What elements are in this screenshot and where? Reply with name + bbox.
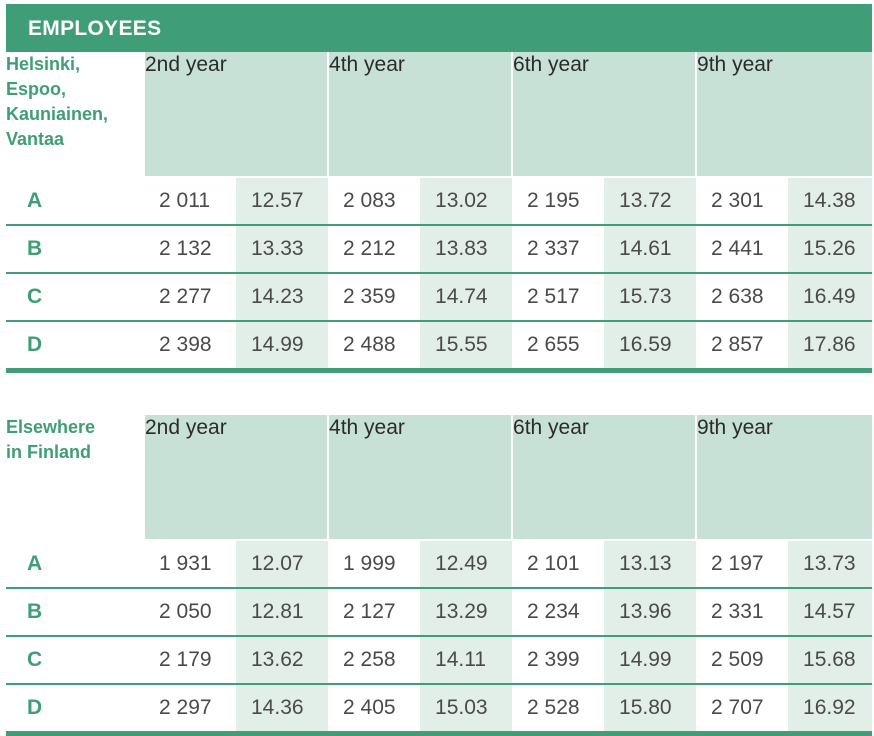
hourly-wage: 14.61: [604, 225, 697, 274]
hourly-wage: 13.13: [604, 539, 697, 589]
region-label: Helsinki, Espoo, Kauniainen, Vantaa: [6, 52, 144, 177]
grade-label: A: [6, 176, 144, 226]
hourly-wage: 15.73: [604, 273, 697, 322]
year-header-9th: 9th year: [695, 415, 873, 540]
monthly-salary: 2 127: [328, 588, 421, 637]
monthly-salary: 2 707: [696, 684, 789, 736]
monthly-salary: 2 132: [144, 225, 236, 274]
monthly-salary: 2 857: [696, 321, 789, 373]
hourly-wage: 17.86: [788, 321, 873, 373]
monthly-salary: 2 297: [144, 684, 236, 736]
grade-label: B: [6, 225, 144, 274]
table-row: D 2 297 14.36 2 405 15.03 2 528 15.80 2 …: [6, 684, 873, 736]
monthly-salary: 1 931: [144, 539, 236, 589]
table-row: A 2 011 12.57 2 083 13.02 2 195 13.72 2 …: [6, 176, 873, 226]
grade-label: A: [6, 539, 144, 589]
hourly-wage: 12.07: [236, 539, 329, 589]
hourly-wage: 15.03: [420, 684, 513, 736]
hourly-wage: 14.11: [420, 636, 513, 685]
monthly-salary: 2 234: [512, 588, 605, 637]
monthly-salary: 2 405: [328, 684, 421, 736]
salary-table-elsewhere: Elsewhere in Finland 2nd year 4th year 6…: [6, 415, 873, 736]
grade-label: D: [6, 684, 144, 736]
monthly-salary: 2 011: [144, 176, 236, 226]
hourly-wage: 14.23: [236, 273, 329, 322]
monthly-salary: 2 277: [144, 273, 236, 322]
monthly-salary: 2 212: [328, 225, 421, 274]
monthly-salary: 2 301: [696, 176, 789, 226]
year-header-6th: 6th year: [511, 415, 697, 540]
region-line: in Finland: [6, 442, 91, 462]
monthly-salary: 2 488: [328, 321, 421, 373]
table-row: C 2 179 13.62 2 258 14.11 2 399 14.99 2 …: [6, 636, 873, 685]
hourly-wage: 16.49: [788, 273, 873, 322]
hourly-wage: 12.81: [236, 588, 329, 637]
monthly-salary: 2 399: [512, 636, 605, 685]
year-header-2nd: 2nd year: [142, 52, 329, 177]
monthly-salary: 2 195: [512, 176, 605, 226]
hourly-wage: 13.96: [604, 588, 697, 637]
hourly-wage: 13.73: [788, 539, 873, 589]
hourly-wage: 13.33: [236, 225, 329, 274]
monthly-salary: 2 258: [328, 636, 421, 685]
hourly-wage: 14.36: [236, 684, 329, 736]
hourly-wage: 14.57: [788, 588, 873, 637]
table-row: C 2 277 14.23 2 359 14.74 2 517 15.73 2 …: [6, 273, 873, 322]
year-header-4th: 4th year: [327, 52, 513, 177]
grade-label: D: [6, 321, 144, 373]
table-row: B 2 050 12.81 2 127 13.29 2 234 13.96 2 …: [6, 588, 873, 637]
hourly-wage: 13.29: [420, 588, 513, 637]
monthly-salary: 2 398: [144, 321, 236, 373]
monthly-salary: 2 517: [512, 273, 605, 322]
monthly-salary: 2 197: [696, 539, 789, 589]
hourly-wage: 13.62: [236, 636, 329, 685]
salary-table-capital-region: Helsinki, Espoo, Kauniainen, Vantaa 2nd …: [6, 52, 873, 373]
monthly-salary: 2 638: [696, 273, 789, 322]
region-label: Elsewhere in Finland: [6, 415, 144, 540]
hourly-wage: 14.38: [788, 176, 873, 226]
year-header-6th: 6th year: [511, 52, 697, 177]
hourly-wage: 12.49: [420, 539, 513, 589]
monthly-salary: 2 528: [512, 684, 605, 736]
table-row: D 2 398 14.99 2 488 15.55 2 655 16.59 2 …: [6, 321, 873, 373]
monthly-salary: 2 083: [328, 176, 421, 226]
hourly-wage: 13.72: [604, 176, 697, 226]
monthly-salary: 2 331: [696, 588, 789, 637]
monthly-salary: 1 999: [328, 539, 421, 589]
page-title: EMPLOYEES: [6, 4, 872, 52]
hourly-wage: 14.99: [604, 636, 697, 685]
hourly-wage: 14.99: [236, 321, 329, 373]
region-line: Espoo,: [6, 79, 67, 99]
table-row: A 1 931 12.07 1 999 12.49 2 101 13.13 2 …: [6, 539, 873, 589]
hourly-wage: 12.57: [236, 176, 329, 226]
hourly-wage: 16.92: [788, 684, 873, 736]
monthly-salary: 2 655: [512, 321, 605, 373]
grade-label: C: [6, 273, 144, 322]
monthly-salary: 2 359: [328, 273, 421, 322]
year-header-2nd: 2nd year: [142, 415, 329, 540]
grade-label: C: [6, 636, 144, 685]
hourly-wage: 15.80: [604, 684, 697, 736]
year-header-9th: 9th year: [695, 52, 873, 177]
region-line: Elsewhere: [6, 417, 96, 437]
hourly-wage: 15.68: [788, 636, 873, 685]
hourly-wage: 15.55: [420, 321, 513, 373]
monthly-salary: 2 441: [696, 225, 789, 274]
hourly-wage: 14.74: [420, 273, 513, 322]
hourly-wage: 16.59: [604, 321, 697, 373]
hourly-wage: 13.83: [420, 225, 513, 274]
region-line: Kauniainen,: [6, 104, 109, 124]
hourly-wage: 15.26: [788, 225, 873, 274]
year-header-4th: 4th year: [327, 415, 513, 540]
monthly-salary: 2 179: [144, 636, 236, 685]
region-line: Vantaa: [6, 129, 65, 149]
monthly-salary: 2 101: [512, 539, 605, 589]
table-row: B 2 132 13.33 2 212 13.83 2 337 14.61 2 …: [6, 225, 873, 274]
monthly-salary: 2 050: [144, 588, 236, 637]
hourly-wage: 13.02: [420, 176, 513, 226]
region-line: Helsinki,: [6, 54, 81, 74]
grade-label: B: [6, 588, 144, 637]
monthly-salary: 2 337: [512, 225, 605, 274]
monthly-salary: 2 509: [696, 636, 789, 685]
